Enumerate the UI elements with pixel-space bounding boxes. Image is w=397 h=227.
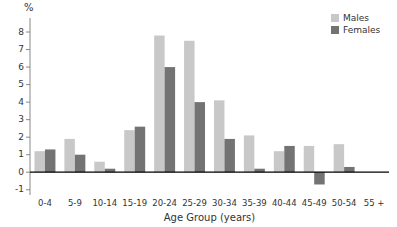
bar xyxy=(184,41,194,172)
bar xyxy=(75,155,85,173)
y-tick-label: 3 xyxy=(18,114,24,124)
y-tick xyxy=(26,67,30,68)
y-axis-label: % xyxy=(24,2,34,13)
x-tick-label: 30-34 xyxy=(212,198,237,208)
y-tick-label: 0 xyxy=(18,167,24,177)
y-tick-label: 1 xyxy=(18,149,24,159)
bar xyxy=(214,100,224,172)
y-axis-line xyxy=(30,18,31,195)
y-tick-label: 2 xyxy=(18,132,24,142)
bar xyxy=(274,151,284,172)
x-tick-label: 10-14 xyxy=(92,198,117,208)
chart-container: -1 0 1 2 3 4 5 6 7 8% 0-4 5-9 10-14 15-19 20-24 25-29 30… xyxy=(0,0,397,227)
x-tick-label: 0-4 xyxy=(38,198,52,208)
bar xyxy=(304,146,314,172)
y-tick xyxy=(26,119,30,120)
y-tick xyxy=(26,189,30,190)
zero-line xyxy=(30,172,389,173)
x-tick-label: 20-24 xyxy=(152,198,177,208)
y-tick xyxy=(26,137,30,138)
bar xyxy=(334,144,344,172)
y-tick xyxy=(26,172,30,173)
bar xyxy=(165,67,175,172)
legend-swatch xyxy=(331,14,339,22)
y-tick-label: 4 xyxy=(18,97,24,107)
bar xyxy=(34,151,44,172)
bar xyxy=(135,127,145,173)
x-tick-label: 55 + xyxy=(364,198,385,208)
x-tick-label: 15-19 xyxy=(122,198,147,208)
x-tick-label: 5-9 xyxy=(68,198,82,208)
y-tick xyxy=(26,154,30,155)
x-tick-label: 25-29 xyxy=(182,198,207,208)
y-tick-label: -1 xyxy=(15,184,24,194)
bar xyxy=(195,102,205,172)
chart: -1 0 1 2 3 4 5 6 7 8% 0-4 5-9 10-14 15-19 20-24 25-29 30… xyxy=(0,0,397,227)
x-axis-label: Age Group (years) xyxy=(164,212,256,223)
x-tick-label: 45-49 xyxy=(302,198,327,208)
bar xyxy=(154,36,164,173)
legend-label: Males xyxy=(343,13,369,23)
x-tick-label: 40-44 xyxy=(272,198,297,208)
y-tick xyxy=(26,49,30,50)
bar xyxy=(94,162,104,173)
y-tick-label: 8 xyxy=(18,27,24,37)
y-tick xyxy=(26,32,30,33)
bars xyxy=(34,36,354,185)
y-tick-label: 6 xyxy=(18,62,24,72)
y-tick xyxy=(26,84,30,85)
x-tick-label: 50-54 xyxy=(332,198,357,208)
bar xyxy=(224,139,234,172)
bar xyxy=(64,139,74,172)
x-tick-label: 35-39 xyxy=(242,198,267,208)
y-tick-label: 5 xyxy=(18,79,24,89)
legend: Males Females xyxy=(331,13,381,35)
y-tick-label: 7 xyxy=(18,44,24,54)
legend-swatch xyxy=(331,26,339,34)
bar xyxy=(124,130,134,172)
bar xyxy=(244,135,254,172)
y-tick xyxy=(26,102,30,103)
bar xyxy=(45,149,55,172)
bar xyxy=(314,172,324,184)
bar xyxy=(344,167,354,172)
bar xyxy=(284,146,294,172)
legend-label: Females xyxy=(343,25,381,35)
